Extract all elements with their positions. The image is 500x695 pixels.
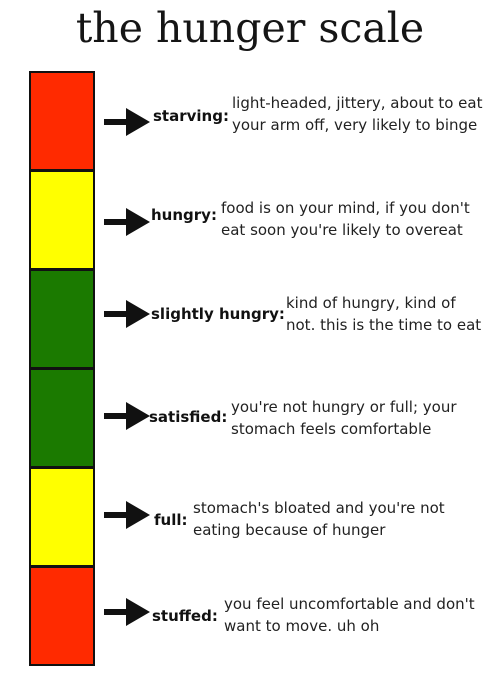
level-description: you're not hungry or full; your stomach … xyxy=(231,396,457,440)
scale-segment-slightly-hungry xyxy=(29,270,95,369)
description-line: eat soon you're likely to overeat xyxy=(221,221,463,239)
description-line: not. this is the time to eat xyxy=(286,316,482,334)
level-label: hungry: xyxy=(151,206,217,224)
description-line: eating because of hunger xyxy=(193,521,386,539)
level-description: kind of hungry, kind of not. this is the… xyxy=(286,292,481,336)
right-arrow-icon xyxy=(104,402,150,430)
level-label: slightly hungry: xyxy=(151,305,285,323)
level-row-stuffed: stuffed: you feel uncomfortable and don'… xyxy=(102,567,497,666)
page-title: the hunger scale xyxy=(75,4,425,52)
level-description: stomach's bloated and you're not eating … xyxy=(193,497,445,541)
level-description: food is on your mind, if you don't eat s… xyxy=(221,197,470,241)
scale-segment-hungry xyxy=(29,171,95,270)
hunger-scale-bar xyxy=(29,71,95,666)
description-line: you feel uncomfortable and don't xyxy=(224,595,475,613)
description-line: food is on your mind, if you don't xyxy=(221,199,470,217)
scale-segment-full xyxy=(29,468,95,567)
level-label: satisfied: xyxy=(149,408,228,426)
right-arrow-icon xyxy=(104,501,150,529)
description-line: stomach's bloated and you're not xyxy=(193,499,445,517)
level-description: light-headed, jittery, about to eat your… xyxy=(232,92,482,136)
level-row-full: full: stomach's bloated and you're not e… xyxy=(102,468,497,567)
description-line: stomach feels comfortable xyxy=(231,420,432,438)
description-line: your arm off, very likely to binge xyxy=(232,116,478,134)
right-arrow-icon xyxy=(104,108,150,136)
right-arrow-icon xyxy=(104,598,150,626)
level-description: you feel uncomfortable and don't want to… xyxy=(224,593,475,637)
scale-segment-stuffed xyxy=(29,567,95,666)
description-line: you're not hungry or full; your xyxy=(231,398,457,416)
description-line: light-headed, jittery, about to eat xyxy=(232,94,483,112)
level-row-slightly-hungry: slightly hungry: kind of hungry, kind of… xyxy=(102,270,497,369)
level-label: starving: xyxy=(153,107,229,125)
level-row-hungry: hungry: food is on your mind, if you don… xyxy=(102,171,497,270)
level-label: stuffed: xyxy=(152,607,218,625)
level-row-satisfied: satisfied: you're not hungry or full; yo… xyxy=(102,369,497,468)
level-row-starving: starving: light-headed, jittery, about t… xyxy=(102,71,497,170)
scale-segment-satisfied xyxy=(29,369,95,468)
description-line: kind of hungry, kind of xyxy=(286,294,456,312)
right-arrow-icon xyxy=(104,300,150,328)
scale-segment-starving xyxy=(29,71,95,171)
level-label: full: xyxy=(154,511,188,529)
description-line: want to move. uh oh xyxy=(224,617,380,635)
right-arrow-icon xyxy=(104,208,150,236)
